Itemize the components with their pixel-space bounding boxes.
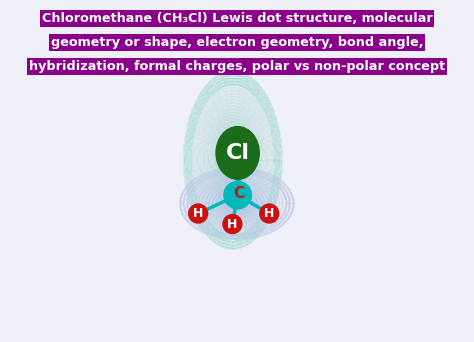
Text: Chloromethane (CH₃Cl) Lewis dot structure, molecular: Chloromethane (CH₃Cl) Lewis dot structur… xyxy=(42,12,432,25)
Text: H: H xyxy=(264,207,274,220)
Circle shape xyxy=(224,181,251,209)
Circle shape xyxy=(260,204,279,223)
Text: H: H xyxy=(193,207,203,220)
Text: C: C xyxy=(233,186,245,201)
Circle shape xyxy=(189,204,208,223)
Ellipse shape xyxy=(216,127,259,179)
Circle shape xyxy=(223,214,242,234)
Text: hybridization, formal charges, polar vs non-polar concept: hybridization, formal charges, polar vs … xyxy=(29,60,445,73)
Text: geometry or shape, electron geometry, bond angle,: geometry or shape, electron geometry, bo… xyxy=(51,36,423,49)
Text: H: H xyxy=(227,218,237,231)
Text: Cl: Cl xyxy=(226,143,250,163)
